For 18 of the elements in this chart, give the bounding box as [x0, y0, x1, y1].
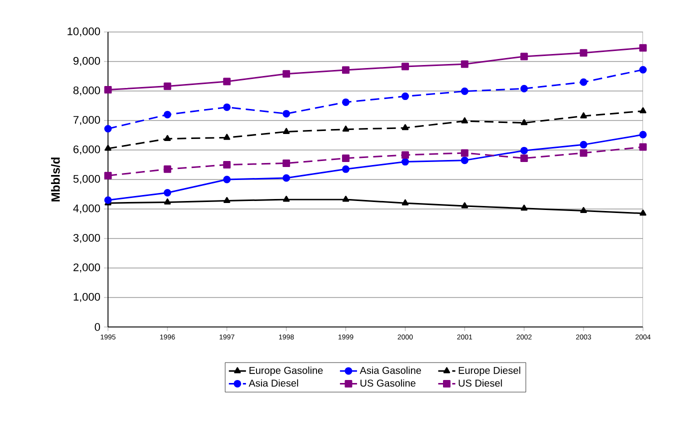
legend-label: US Gasoline — [360, 379, 416, 387]
y-tick-label: 5,000 — [73, 174, 100, 184]
legend-label: Europe Gasoline — [250, 366, 323, 376]
y-tick-label: 2,000 — [74, 263, 100, 273]
y-tick-label: 6,000 — [74, 145, 100, 155]
legend-label: Asia Diesel — [248, 379, 298, 387]
y-tick-label: 7,000 — [74, 116, 100, 126]
y-tick-label: 10,000 — [68, 27, 100, 37]
y-tick-label: 9,000 — [73, 56, 100, 66]
y-tick-label: 8,000 — [73, 86, 100, 96]
legend-label: Europe Diesel — [458, 366, 520, 376]
y-tick-label: 0 — [94, 323, 100, 331]
legend-label: US Diesel — [458, 379, 502, 387]
y-tick-label: 1,000 — [74, 292, 100, 302]
legend-label: Asia Gasoline — [360, 366, 422, 374]
y-axis-title: Mbbls/d — [51, 158, 60, 202]
y-tick-label: 3,000 — [73, 234, 100, 244]
y-tick-label: 4,000 — [73, 204, 100, 214]
